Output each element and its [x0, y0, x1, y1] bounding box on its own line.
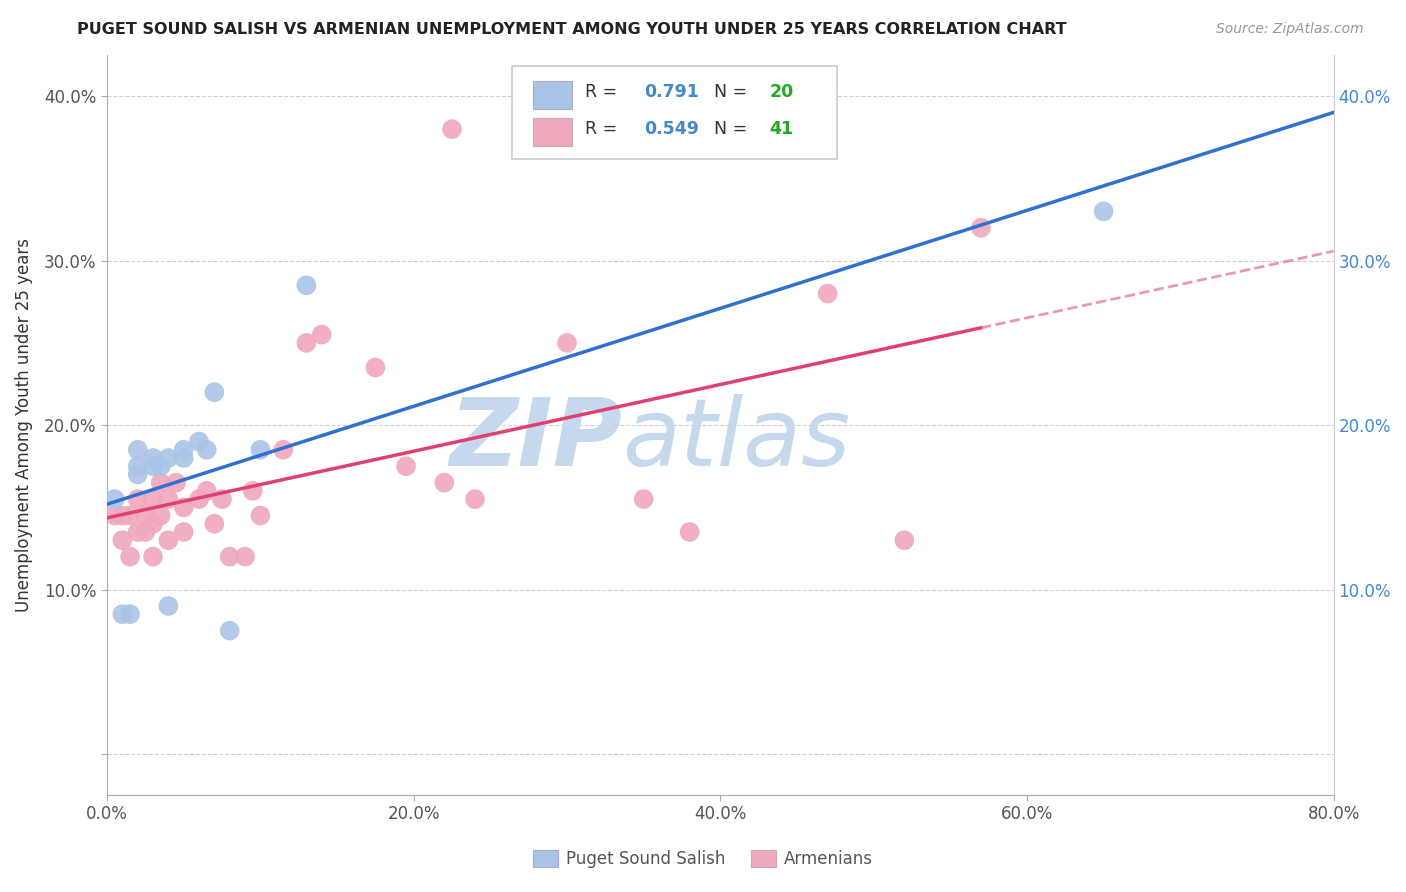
Point [127, 459, 149, 474]
Point [633, 492, 655, 507]
Point [134, 508, 156, 523]
Point [679, 524, 702, 539]
Text: atlas: atlas [623, 394, 851, 485]
Text: 0.791: 0.791 [644, 83, 699, 101]
Y-axis label: Unemployment Among Youth under 25 years: Unemployment Among Youth under 25 years [15, 238, 32, 612]
Point [273, 442, 295, 457]
Point [111, 508, 134, 523]
Text: N =: N = [714, 83, 754, 101]
Point [127, 492, 149, 507]
Point [188, 434, 211, 449]
Point [395, 459, 418, 474]
Point [173, 450, 195, 465]
Point [142, 450, 165, 465]
Point [149, 508, 172, 523]
Point [242, 483, 264, 498]
Point [249, 508, 271, 523]
Point [295, 335, 318, 350]
Point [118, 549, 141, 564]
Point [157, 450, 180, 465]
Point [433, 475, 456, 490]
Point [218, 624, 240, 638]
Text: N =: N = [714, 120, 754, 137]
Point [149, 475, 172, 490]
Point [233, 549, 256, 564]
FancyBboxPatch shape [512, 66, 837, 159]
Point [127, 467, 149, 482]
Point [893, 533, 915, 548]
Point [970, 220, 993, 235]
Point [149, 459, 172, 474]
Point [173, 524, 195, 539]
Point [195, 442, 218, 457]
Point [165, 475, 187, 490]
Text: 41: 41 [769, 120, 793, 137]
Bar [533, 81, 572, 109]
Point [311, 327, 333, 342]
Text: 0.549: 0.549 [644, 120, 699, 137]
Legend: Puget Sound Salish, Armenians: Puget Sound Salish, Armenians [526, 843, 880, 875]
Point [202, 385, 225, 400]
Point [218, 549, 240, 564]
Text: Source: ZipAtlas.com: Source: ZipAtlas.com [1216, 22, 1364, 37]
Point [157, 533, 180, 548]
Point [364, 360, 387, 375]
Point [111, 607, 134, 622]
Point [173, 500, 195, 515]
Point [127, 442, 149, 457]
Text: 20: 20 [769, 83, 793, 101]
Point [142, 549, 165, 564]
Text: R =: R = [585, 120, 623, 137]
Point [555, 335, 578, 350]
Point [464, 492, 486, 507]
Point [118, 607, 141, 622]
Point [157, 492, 180, 507]
Point [142, 516, 165, 531]
Point [134, 524, 156, 539]
Point [118, 508, 141, 523]
Point [188, 492, 211, 507]
Point [211, 492, 233, 507]
Point [249, 442, 271, 457]
Point [195, 483, 218, 498]
Point [142, 492, 165, 507]
Point [127, 524, 149, 539]
Point [817, 286, 839, 301]
Point [173, 442, 195, 457]
Point [202, 516, 225, 531]
Point [295, 278, 318, 293]
Point [104, 508, 127, 523]
Bar [533, 118, 572, 146]
Text: R =: R = [585, 83, 623, 101]
Text: PUGET SOUND SALISH VS ARMENIAN UNEMPLOYMENT AMONG YOUTH UNDER 25 YEARS CORRELATI: PUGET SOUND SALISH VS ARMENIAN UNEMPLOYM… [77, 22, 1067, 37]
Point [440, 122, 463, 136]
Point [142, 459, 165, 474]
Point [1092, 204, 1115, 219]
Point [104, 492, 127, 507]
Point [157, 599, 180, 613]
Text: ZIP: ZIP [450, 394, 623, 486]
Point [111, 533, 134, 548]
